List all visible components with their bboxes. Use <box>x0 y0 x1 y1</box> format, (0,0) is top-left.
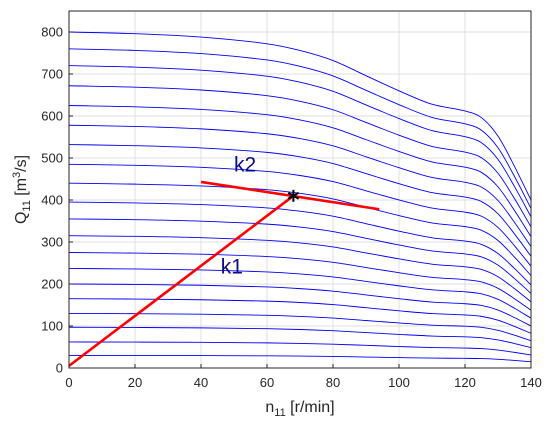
axis-ticks: 0 20 40 60 80 100 120 140 0 100 200 300 400 500 600 700… <box>41 25 542 391</box>
y-tick-label: 0 <box>56 361 63 376</box>
series-curve <box>68 163 532 267</box>
y-tick-label: 300 <box>41 235 63 250</box>
highlight-lines <box>68 180 380 367</box>
annotation-k1: k1 <box>221 256 243 279</box>
series-curve <box>68 105 532 237</box>
line-k2 <box>200 180 380 211</box>
series-curve <box>68 235 532 303</box>
y-tick-label: 100 <box>41 319 63 334</box>
series-curve <box>68 48 532 209</box>
series-curve <box>68 124 532 247</box>
annotations: k2 k1 <box>221 153 256 278</box>
x-tick-label: 0 <box>65 375 72 390</box>
series-curve <box>68 298 532 334</box>
series-curve <box>68 144 532 257</box>
curve-family <box>68 31 532 363</box>
series-curve <box>68 201 532 286</box>
series-curve <box>68 354 532 363</box>
series-curve <box>68 326 532 349</box>
x-tick-label: 60 <box>260 375 274 390</box>
x-tick-label: 120 <box>454 375 476 390</box>
y-axis-label: Q11 [m3/s] <box>11 155 33 224</box>
plot-frame <box>68 10 532 369</box>
series-curve <box>68 312 532 342</box>
series-curve <box>68 341 532 356</box>
y-tick-label: 600 <box>41 109 63 124</box>
x-tick-label: 80 <box>326 375 340 390</box>
y-tick-label: 200 <box>41 277 63 292</box>
series-curve <box>68 65 532 218</box>
series-curve <box>68 268 532 319</box>
x-tick-label: 40 <box>194 375 208 390</box>
x-tick-label: 100 <box>388 375 410 390</box>
line-k1 <box>68 194 295 367</box>
annotation-k2: k2 <box>234 153 256 176</box>
series-curve <box>68 283 532 327</box>
x-axis-label: n11 [r/min] <box>265 399 334 419</box>
y-tick-label: 800 <box>41 25 63 40</box>
series-curve <box>68 218 532 294</box>
y-tick-label: 700 <box>41 67 63 82</box>
y-tick-label: 400 <box>41 193 63 208</box>
intersection-marker <box>287 189 300 202</box>
series-curve <box>68 85 532 228</box>
x-tick-label: 140 <box>520 375 542 390</box>
series-curve <box>68 31 532 201</box>
x-tick-label: 20 <box>128 375 142 390</box>
series-curve <box>68 252 532 311</box>
y-tick-label: 500 <box>41 151 63 166</box>
marker-layer <box>287 189 300 202</box>
